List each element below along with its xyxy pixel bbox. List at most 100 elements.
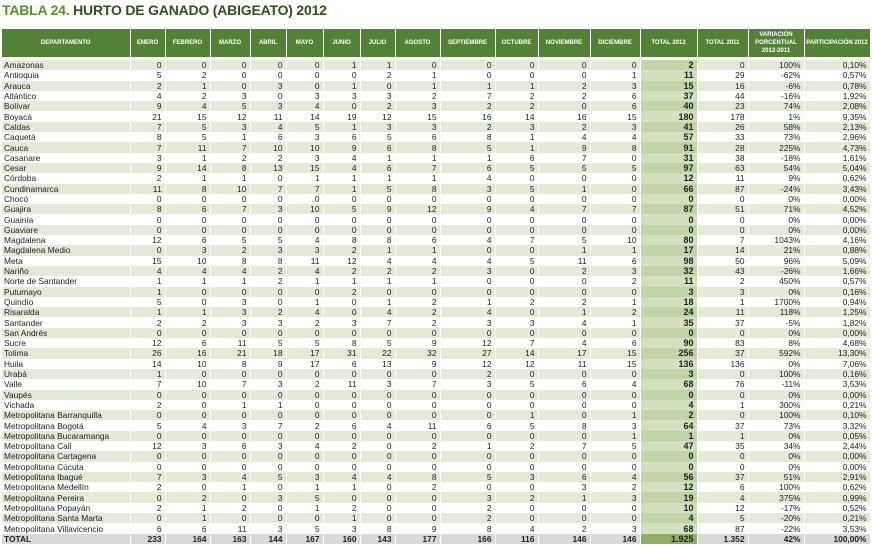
value-cell: 2 bbox=[286, 317, 324, 328]
value-cell: 15 bbox=[590, 348, 641, 359]
value-cell: 7 bbox=[495, 235, 539, 246]
column-header: DEPARTAMENTO bbox=[2, 29, 131, 59]
department-cell: Urabá bbox=[2, 368, 131, 380]
value-cell: 4,52% bbox=[804, 204, 871, 215]
value-cell: 3 bbox=[360, 379, 396, 390]
column-header: TOTAL 2012 bbox=[640, 29, 698, 59]
value-cell: 10 bbox=[640, 502, 698, 514]
value-cell: 5 bbox=[130, 296, 166, 308]
value-cell: 28 bbox=[697, 142, 749, 153]
value-cell: 0% bbox=[748, 224, 805, 236]
value-cell: 0 bbox=[165, 296, 211, 308]
column-header: MARZO bbox=[210, 29, 251, 59]
value-cell: 3 bbox=[250, 523, 287, 534]
value-cell: 2 bbox=[697, 276, 749, 287]
value-cell: -11% bbox=[748, 379, 805, 390]
value-cell: 2 bbox=[538, 121, 591, 133]
value-cell: 5 bbox=[360, 183, 396, 194]
value-cell: 2 bbox=[440, 101, 496, 112]
value-cell: 0 bbox=[130, 513, 166, 524]
value-cell: 2 bbox=[440, 502, 496, 514]
value-cell: 10 bbox=[286, 142, 324, 153]
value-cell: 4 bbox=[538, 317, 591, 328]
table-title: TABLA 24. HURTO DE GANADO (ABIGEATO) 201… bbox=[2, 2, 327, 18]
value-cell: 2 bbox=[538, 80, 591, 91]
value-cell: 2 bbox=[165, 317, 211, 328]
value-cell: 3 bbox=[165, 471, 211, 483]
value-cell: 1 bbox=[495, 132, 539, 143]
value-cell: 0 bbox=[286, 327, 324, 339]
value-cell: 1,92% bbox=[804, 90, 871, 102]
value-cell: 26 bbox=[130, 348, 166, 359]
value-cell: 4,16% bbox=[804, 235, 871, 246]
value-cell: 2 bbox=[250, 307, 287, 318]
value-cell: 1 bbox=[360, 245, 396, 256]
column-header: DICIEMBRE bbox=[590, 29, 641, 59]
value-cell: 33 bbox=[697, 132, 749, 143]
value-cell: 0 bbox=[395, 410, 441, 421]
value-cell: 2 bbox=[165, 70, 211, 81]
table-row: Guainía 0 0 0 0 0 0 0 0 0 0 0 0 0 0 0% 0,00% bbox=[2, 214, 871, 225]
value-cell: 0 bbox=[165, 286, 211, 297]
department-cell: Nariño bbox=[2, 265, 131, 277]
value-cell: 0 bbox=[130, 224, 166, 236]
value-cell: 0 bbox=[286, 368, 324, 380]
value-cell: 0 bbox=[360, 492, 396, 503]
department-cell: Vaupés bbox=[2, 389, 131, 400]
value-cell: 13,30% bbox=[804, 348, 871, 359]
value-cell: 592% bbox=[748, 348, 805, 359]
value-cell: 64 bbox=[640, 420, 698, 431]
value-cell: 2 bbox=[395, 265, 441, 277]
table-row: Bolívar 9 4 5 3 4 0 2 3 2 2 0 6 40 23 74% 2,08% bbox=[2, 101, 871, 112]
value-cell: 0 bbox=[495, 245, 539, 256]
value-cell: 6 bbox=[323, 358, 361, 369]
value-cell: 2 bbox=[538, 296, 591, 308]
value-cell: 37 bbox=[697, 317, 749, 328]
value-cell: 0 bbox=[323, 368, 361, 380]
value-cell: 1 bbox=[360, 173, 396, 184]
value-cell: 0% bbox=[748, 389, 805, 400]
value-cell: 0 bbox=[495, 399, 539, 411]
value-cell: 12 bbox=[210, 111, 251, 122]
value-cell: 2 bbox=[440, 121, 496, 133]
value-cell: 4 bbox=[440, 173, 496, 184]
department-cell: Norte de Santander bbox=[2, 276, 131, 287]
value-cell: 91 bbox=[640, 142, 698, 153]
table-row: Metropolitana Bucaramanga 0 0 0 0 0 0 0 0 0 0 0 1 1 1 0… bbox=[2, 430, 871, 441]
value-cell: 0 bbox=[440, 430, 496, 441]
value-cell: 14 bbox=[286, 111, 324, 122]
value-cell: 4 bbox=[286, 440, 324, 452]
value-cell: 0 bbox=[286, 451, 324, 462]
value-cell: 4 bbox=[440, 307, 496, 318]
value-cell: 4 bbox=[538, 132, 591, 143]
value-cell: 0 bbox=[440, 461, 496, 472]
department-cell: Sucre bbox=[2, 338, 131, 349]
value-cell: 0,00% bbox=[804, 193, 871, 205]
value-cell: 6 bbox=[395, 235, 441, 246]
value-cell: 10 bbox=[165, 358, 211, 369]
value-cell: 9% bbox=[748, 173, 805, 184]
value-cell: 0 bbox=[538, 70, 591, 81]
value-cell: 0% bbox=[748, 286, 805, 297]
department-cell: Metropolitana Barranquilla bbox=[2, 410, 131, 421]
value-cell: 2 bbox=[250, 276, 287, 287]
value-cell: 4 bbox=[360, 255, 396, 266]
value-cell: 0,52% bbox=[804, 502, 871, 514]
value-cell: 6 bbox=[495, 152, 539, 163]
value-cell: 11 bbox=[697, 307, 749, 318]
value-cell: 0 bbox=[210, 224, 251, 236]
value-cell: 8 bbox=[395, 471, 441, 483]
value-cell: 6 bbox=[250, 132, 287, 143]
value-cell: 2 bbox=[323, 265, 361, 277]
value-cell: 0 bbox=[360, 368, 396, 380]
value-cell: 2 bbox=[395, 482, 441, 493]
value-cell: 0 bbox=[323, 296, 361, 308]
table-row: Metropolitana Pereira 0 2 0 3 5 0 0 0 3 2 1 3 19 4 375%… bbox=[2, 492, 871, 503]
value-cell: 0 bbox=[130, 451, 166, 462]
value-cell: 116 bbox=[495, 533, 539, 544]
value-cell: 58% bbox=[748, 121, 805, 133]
value-cell: 0 bbox=[360, 502, 396, 514]
column-header: OCTUBRE bbox=[495, 29, 539, 59]
value-cell: 3 bbox=[250, 101, 287, 112]
value-cell: 4 bbox=[165, 420, 211, 431]
